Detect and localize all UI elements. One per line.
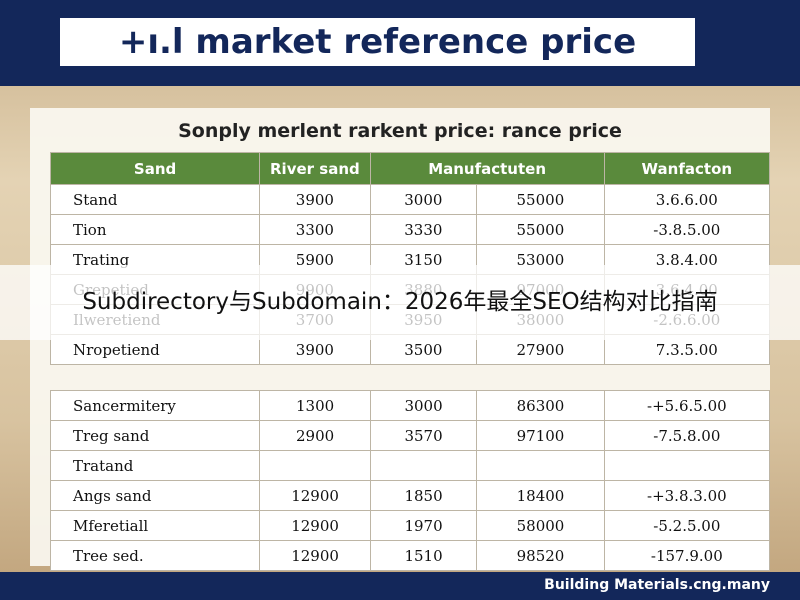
table-cell: 2900 bbox=[259, 420, 371, 451]
subtitle: Sonply merlent rarkent price: rance pric… bbox=[178, 120, 622, 142]
table-cell: 3000 bbox=[369, 184, 478, 215]
table-cell: 86300 bbox=[476, 390, 605, 421]
table-cell: -3.8.5.00 bbox=[603, 214, 771, 245]
table-cell: 1510 bbox=[369, 540, 478, 571]
table-row: Tree sed. 12900 1510 98520 -157.9.00 bbox=[49, 540, 771, 571]
table-cell: Tion bbox=[49, 214, 261, 245]
overlay-caption: Subdirectory与Subdomain：2026年最全SEO结构对比指南 bbox=[0, 265, 800, 340]
table-cell: 1970 bbox=[369, 510, 478, 541]
footer-text: Building Materials.cng.many bbox=[544, 577, 770, 593]
table-cell bbox=[603, 450, 771, 481]
table-cell: Angs sand bbox=[49, 480, 261, 511]
table-cell bbox=[369, 450, 478, 481]
table-cell: 98520 bbox=[476, 540, 605, 571]
column-header: Manufactuten bbox=[369, 152, 605, 185]
table-cell bbox=[476, 450, 605, 481]
table-cell: 1850 bbox=[369, 480, 478, 511]
table-cell: Stand bbox=[49, 184, 261, 215]
table-cell bbox=[259, 450, 371, 481]
table-cell: 12900 bbox=[259, 480, 371, 511]
table-cell: Tratand bbox=[49, 450, 261, 481]
table-cell: -7.5.8.00 bbox=[603, 420, 771, 451]
header-row: Sand River sand Manufactuten Wanfacton bbox=[49, 152, 771, 185]
column-header: Wanfacton bbox=[603, 152, 771, 185]
table-cell: -5.2.5.00 bbox=[603, 510, 771, 541]
table-row: Angs sand 12900 1850 18400 -+3.8.3.00 bbox=[49, 480, 771, 511]
table-cell: 3330 bbox=[369, 214, 478, 245]
table-cell: -+5.6.5.00 bbox=[603, 390, 771, 421]
table-cell: 97100 bbox=[476, 420, 605, 451]
table-row: Treg sand 2900 3570 97100 -7.5.8.00 bbox=[49, 420, 771, 451]
table-row: Tratand bbox=[49, 450, 771, 481]
table-cell: 3300 bbox=[259, 214, 371, 245]
table-cell: Mferetiall bbox=[49, 510, 261, 541]
table-cell: 1300 bbox=[259, 390, 371, 421]
table-cell: 3570 bbox=[369, 420, 478, 451]
table-cell: 3000 bbox=[369, 390, 478, 421]
table-cell: 18400 bbox=[476, 480, 605, 511]
table-cell: 55000 bbox=[476, 214, 605, 245]
table-cell: 55000 bbox=[476, 184, 605, 215]
table-cell: 3.6.6.00 bbox=[603, 184, 771, 215]
table-cell: 12900 bbox=[259, 540, 371, 571]
table-cell: 12900 bbox=[259, 510, 371, 541]
table-cell: Treg sand bbox=[49, 420, 261, 451]
table-cell: Tree sed. bbox=[49, 540, 261, 571]
title: +ı.l market reference price bbox=[60, 18, 695, 66]
footer: Building Materials.cng.many bbox=[0, 572, 800, 600]
price-table-2: Sancermitery 1300 3000 86300 -+5.6.5.00 Treg … bbox=[49, 390, 771, 571]
header-band: +ı.l market reference price bbox=[0, 0, 800, 86]
table-cell: -+3.8.3.00 bbox=[603, 480, 771, 511]
table-cell: 3900 bbox=[259, 184, 371, 215]
table-row: Tion 3300 3330 55000 -3.8.5.00 bbox=[49, 214, 771, 245]
table-row: Stand 3900 3000 55000 3.6.6.00 bbox=[49, 184, 771, 215]
table-row: Mferetiall 12900 1970 58000 -5.2.5.00 bbox=[49, 510, 771, 541]
table-cell: 58000 bbox=[476, 510, 605, 541]
table-cell: Sancermitery bbox=[49, 390, 261, 421]
column-header: Sand bbox=[49, 152, 261, 185]
table-cell: -157.9.00 bbox=[603, 540, 771, 571]
table-row: Sancermitery 1300 3000 86300 -+5.6.5.00 bbox=[49, 390, 771, 421]
column-header: River sand bbox=[259, 152, 371, 185]
